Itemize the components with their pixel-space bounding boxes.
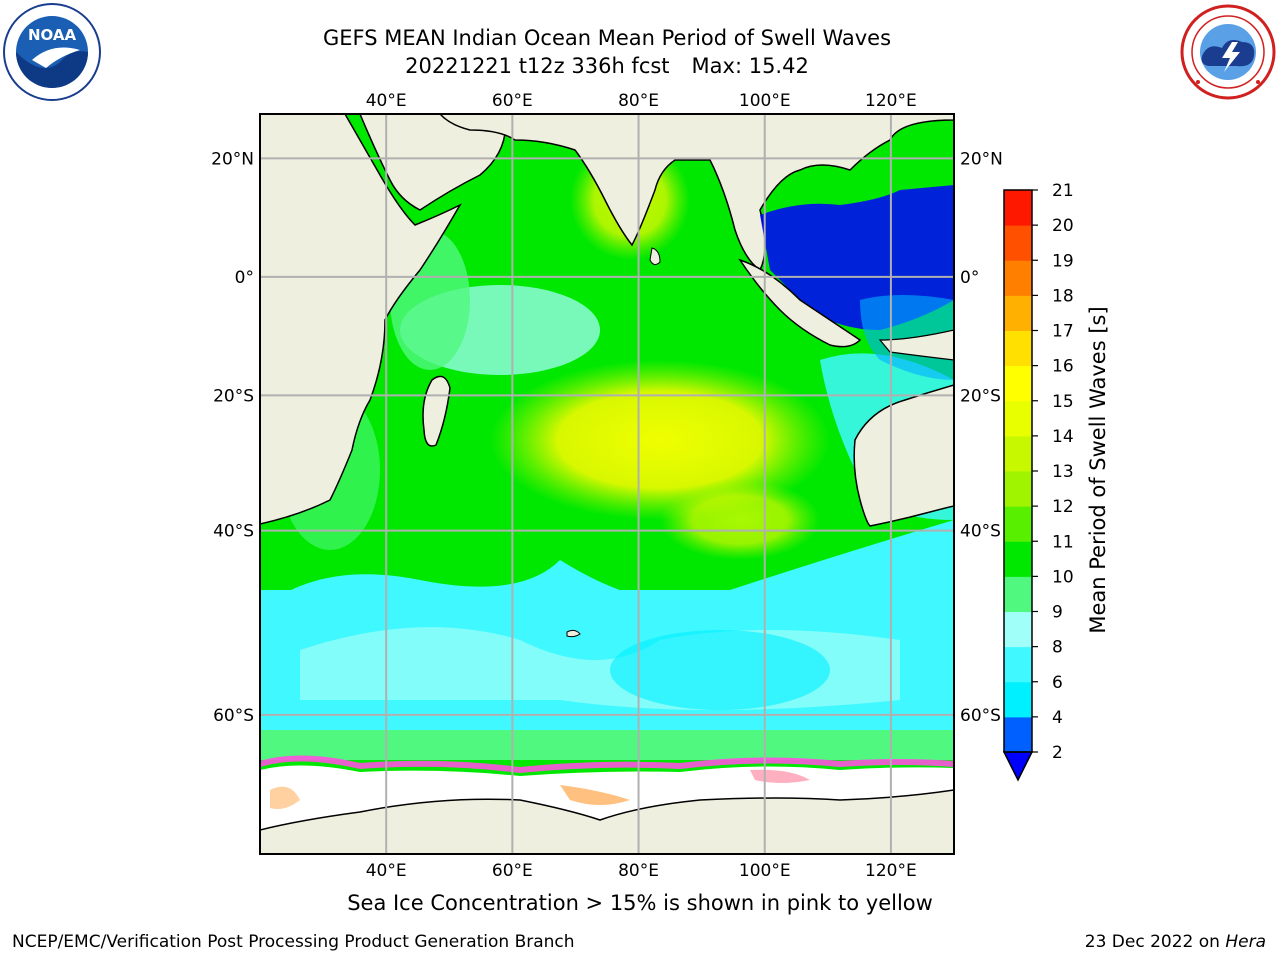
- colorbar-swatch: [1004, 541, 1032, 577]
- lon-label-top: 120°E: [865, 91, 917, 111]
- colorbar-swatch: [1004, 716, 1032, 753]
- colorbar-label: 6: [1052, 673, 1063, 693]
- antarctica: [260, 789, 954, 854]
- colorbar-swatch: [1004, 295, 1032, 331]
- sumatra: [738, 258, 862, 348]
- colorbar-swatch: [1004, 330, 1032, 367]
- lon-label-bottom: 60°E: [492, 861, 533, 881]
- colorbar-label: 10: [1052, 567, 1074, 587]
- colorbar-swatch: [1004, 646, 1032, 683]
- lon-label-top: 60°E: [492, 91, 533, 111]
- map-frame: [259, 113, 955, 855]
- colorbar-swatch: [1004, 471, 1032, 507]
- lon-label-bottom: 120°E: [865, 861, 917, 881]
- noaa-logo-text: NOAA: [28, 26, 77, 44]
- australia: [853, 384, 954, 527]
- lat-label-left: 20°S: [213, 386, 254, 406]
- colorbar-swatch: [1004, 190, 1032, 226]
- max-value: Max: 15.42: [691, 54, 809, 78]
- colorbar: 2 4 6 8 9 10 11 12 13 14 15 16 17 18 19 20 21: [1002, 181, 1074, 782]
- footer-date: 23 Dec 2022 on Hera: [1085, 932, 1266, 952]
- map-subtitle: 20221221 t12z 336h fcst Max: 15.42: [0, 54, 1214, 78]
- south-asia: [438, 114, 954, 272]
- nws-logo: [1180, 4, 1276, 100]
- colorbar-swatch: [1004, 576, 1032, 612]
- sea-ice-note: Sea Ice Concentration > 15% is shown in …: [347, 891, 933, 915]
- lon-label-bottom: 40°E: [366, 861, 407, 881]
- colorbar-label: 4: [1052, 708, 1063, 728]
- colorbar-label: 2: [1052, 743, 1063, 763]
- lon-label-bottom: 80°E: [618, 861, 659, 881]
- colorbar-label: 21: [1052, 181, 1074, 201]
- colorbar-extend-arrow: [1002, 751, 1034, 782]
- colorbar-swatch: [1004, 400, 1032, 437]
- lat-label-right: 20°N: [960, 149, 1003, 169]
- lat-label-right: 40°S: [960, 522, 1001, 542]
- lat-label-right: 20°S: [960, 386, 1001, 406]
- colorbar-label: 13: [1052, 462, 1074, 482]
- arabian-peninsula: [359, 114, 507, 211]
- footer-credit: NCEP/EMC/Verification Post Processing Pr…: [12, 932, 575, 952]
- colorbar-label: 11: [1052, 532, 1074, 552]
- colorbar-label: 20: [1052, 216, 1074, 236]
- colorbar-label: 18: [1052, 286, 1074, 306]
- map-canvas: [260, 114, 954, 854]
- colorbar-swatch: [1004, 365, 1032, 402]
- colorbar-label: 16: [1052, 357, 1074, 377]
- colorbar-swatch: [1004, 225, 1032, 261]
- colorbar-swatch: [1004, 681, 1032, 718]
- colorbar-swatch: [1004, 435, 1032, 472]
- colorbar-swatch: [1004, 506, 1032, 542]
- footer-date-text: 23 Dec 2022 on: [1084, 932, 1220, 952]
- lon-label-bottom: 100°E: [739, 861, 791, 881]
- lon-label-top: 100°E: [739, 91, 791, 111]
- colorbar-swatch: [1004, 611, 1032, 648]
- colorbar-label: 9: [1052, 603, 1063, 623]
- lat-label-right: 60°S: [960, 706, 1001, 726]
- africa: [260, 114, 462, 525]
- colorbar-label: 14: [1052, 427, 1074, 447]
- forecast-run: 20221221 t12z 336h fcst: [405, 54, 670, 78]
- colorbar-swatch: [1004, 260, 1032, 296]
- colorbar-label: 17: [1052, 322, 1074, 342]
- lat-label-left: 20°N: [211, 149, 254, 169]
- lon-label-top: 80°E: [618, 91, 659, 111]
- colorbar-label: 19: [1052, 251, 1074, 271]
- footer-host: Hera: [1225, 932, 1266, 952]
- lat-label-left: 40°S: [213, 522, 254, 542]
- lat-label-right: 0°: [960, 268, 979, 288]
- map-title: GEFS MEAN Indian Ocean Mean Period of Sw…: [322, 26, 892, 50]
- map-tick-labels: 40°E 40°E 60°E 60°E 80°E 80°E 100°E 100°E 120°E 1…: [211, 91, 1003, 881]
- lat-label-left: 60°S: [213, 706, 254, 726]
- lat-label-left: 0°: [235, 268, 254, 288]
- colorbar-label: 12: [1052, 497, 1074, 517]
- colorbar-label: 15: [1052, 392, 1074, 412]
- colorbar-title: Mean Period of Swell Waves [s]: [1086, 306, 1110, 634]
- map-gridlines: [260, 114, 954, 854]
- noaa-logo: NOAA: [3, 3, 101, 101]
- lon-label-top: 40°E: [366, 91, 407, 111]
- madagascar: [422, 375, 451, 447]
- colorbar-label: 8: [1052, 638, 1063, 658]
